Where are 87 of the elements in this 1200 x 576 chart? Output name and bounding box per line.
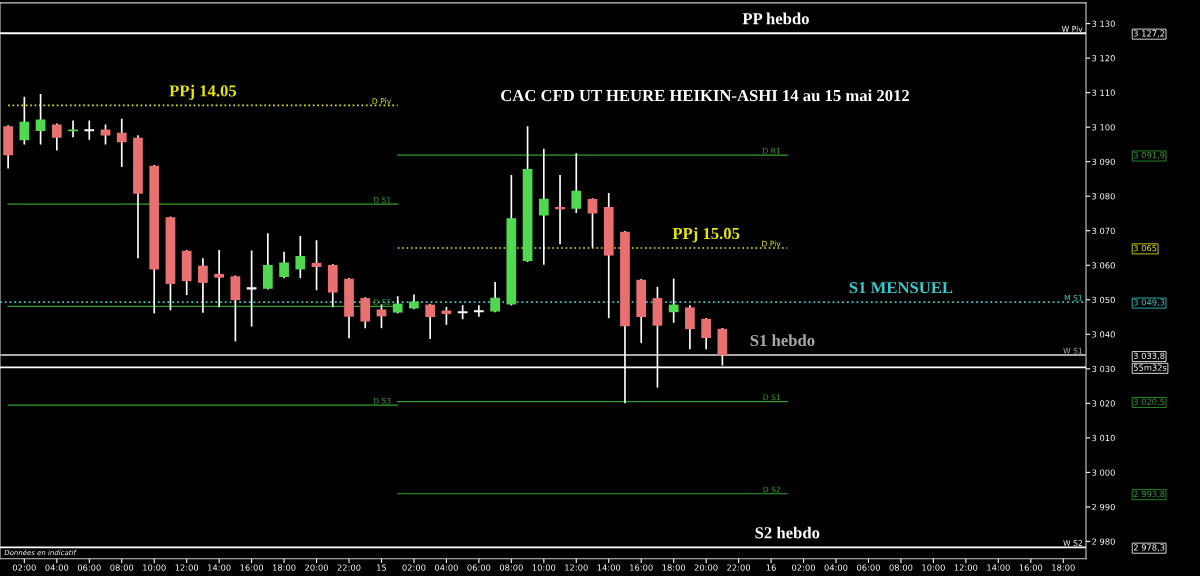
candlestick: [360, 297, 371, 329]
candlestick: [19, 96, 30, 145]
y-tick-label: 3 120: [1092, 55, 1115, 62]
annotation: S1 hebdo: [750, 334, 815, 347]
x-tick-label: 08:00: [499, 564, 523, 571]
candlestick: [376, 304, 387, 329]
x-tick-label: 06:00: [857, 564, 880, 571]
y2-tick-label: 3 065: [1133, 244, 1157, 252]
annotation: PP hebdo: [742, 12, 809, 25]
candlestick: [295, 236, 306, 279]
y-tick-label: 3 050: [1092, 296, 1115, 304]
y-tick-label: 3 040: [1092, 331, 1115, 338]
text: CAC CFD UT HEURE HEIKIN-ASHI 14 au 15 mai 2012: [501, 89, 910, 102]
y2-tick-label: 55m32s: [1133, 364, 1167, 371]
annotation: S1 MENSUEL: [849, 282, 953, 294]
candlestick: [83, 120, 96, 140]
x-tick-label: 18:00: [1052, 564, 1075, 571]
candlestick: [668, 278, 679, 323]
y-tick-label: 3 060: [1092, 262, 1115, 269]
x-tick-label: 15: [377, 564, 387, 571]
candlestick: [490, 282, 500, 313]
x-tick-label: 12:00: [565, 564, 588, 571]
x-tick-label: 12:00: [954, 564, 978, 571]
candlestick: [701, 317, 712, 350]
x-tick-label: 16: [766, 564, 776, 571]
candlestick: [116, 118, 127, 168]
y-tick-label: 3 000: [1092, 469, 1115, 476]
y-tick-label: 3 080: [1092, 193, 1115, 200]
x-tick-label: 02:00: [402, 564, 426, 571]
candlestick: [279, 251, 289, 279]
candlestick: [198, 258, 208, 313]
candlestick: [425, 303, 436, 339]
x-tick-label: 16:00: [240, 564, 264, 571]
candlestick: [262, 233, 273, 290]
x-tick-label: 08:00: [110, 564, 134, 571]
x-tick-label: 04:00: [434, 564, 458, 571]
y2-tick-label: 3 091,9: [1133, 152, 1165, 160]
annotation: PPj 14.05: [169, 84, 237, 100]
y-tick-label: 3 100: [1092, 124, 1115, 131]
y-tick-label: 3 070: [1092, 227, 1115, 235]
y2-tick-label: 3 127,2: [1133, 30, 1165, 38]
candlestick: [472, 305, 485, 317]
candlestick: [245, 250, 258, 327]
x-tick-label: 06:00: [77, 564, 101, 571]
x-tick-label: 12:00: [175, 564, 199, 571]
x-tick-label: 08:00: [889, 564, 913, 571]
candlestick: [51, 123, 62, 151]
x-tick-label: 18:00: [272, 564, 296, 571]
x-tick-label: 14:00: [208, 564, 231, 571]
y2-tick-label: 2 978,3: [1133, 544, 1165, 552]
y2-tick-label: 3 049,3: [1133, 299, 1165, 307]
candlestick: [214, 249, 225, 308]
y-tick-label: 3 010: [1092, 434, 1115, 442]
y-tick-label: 3 030: [1092, 365, 1115, 373]
x-tick-label: 14:00: [597, 564, 621, 571]
y-tick-label: 3 130: [1092, 20, 1115, 27]
candlestick: [538, 148, 549, 265]
x-tick-label: 14:00: [987, 564, 1010, 571]
x-tick-label: 06:00: [467, 564, 491, 571]
x-tick-label: 16:00: [630, 564, 653, 571]
candlestick: [685, 305, 695, 350]
y2-tick-label: 3 033,8: [1133, 352, 1165, 360]
candlestick: [230, 275, 241, 342]
x-tick-label: 20:00: [694, 564, 718, 571]
x-tick-label: 02:00: [12, 564, 36, 571]
y-tick-label: 3 110: [1092, 89, 1115, 96]
x-tick-label: 10:00: [143, 564, 166, 571]
x-tick-label: 10:00: [922, 564, 945, 571]
candlestick: [311, 240, 322, 291]
annotation: S2 hebdo: [755, 526, 820, 539]
annotation: PPj 15.05: [672, 227, 740, 243]
y-tick-label: 3 090: [1092, 158, 1115, 165]
x-tick-label: 02:00: [792, 564, 815, 571]
y-tick-label: 3 020: [1092, 400, 1115, 407]
candlestick: [571, 153, 582, 213]
y-tick-label: 2 990: [1092, 503, 1115, 511]
y2-tick-label: 2 993,8: [1133, 490, 1165, 498]
x-tick-label: 22:00: [337, 564, 361, 571]
x-tick-label: 04:00: [824, 564, 848, 571]
x-tick-label: 22:00: [727, 564, 751, 571]
x-tick-label: 10:00: [532, 564, 556, 571]
x-tick-label: 18:00: [662, 564, 686, 571]
y2-tick-label: 3 020,5: [1133, 398, 1165, 406]
x-tick-label: 04:00: [45, 564, 69, 571]
x-tick-label: 20:00: [305, 564, 328, 571]
y-tick-label: 2 980: [1092, 538, 1115, 545]
x-tick-label: 16:00: [1019, 564, 1043, 571]
